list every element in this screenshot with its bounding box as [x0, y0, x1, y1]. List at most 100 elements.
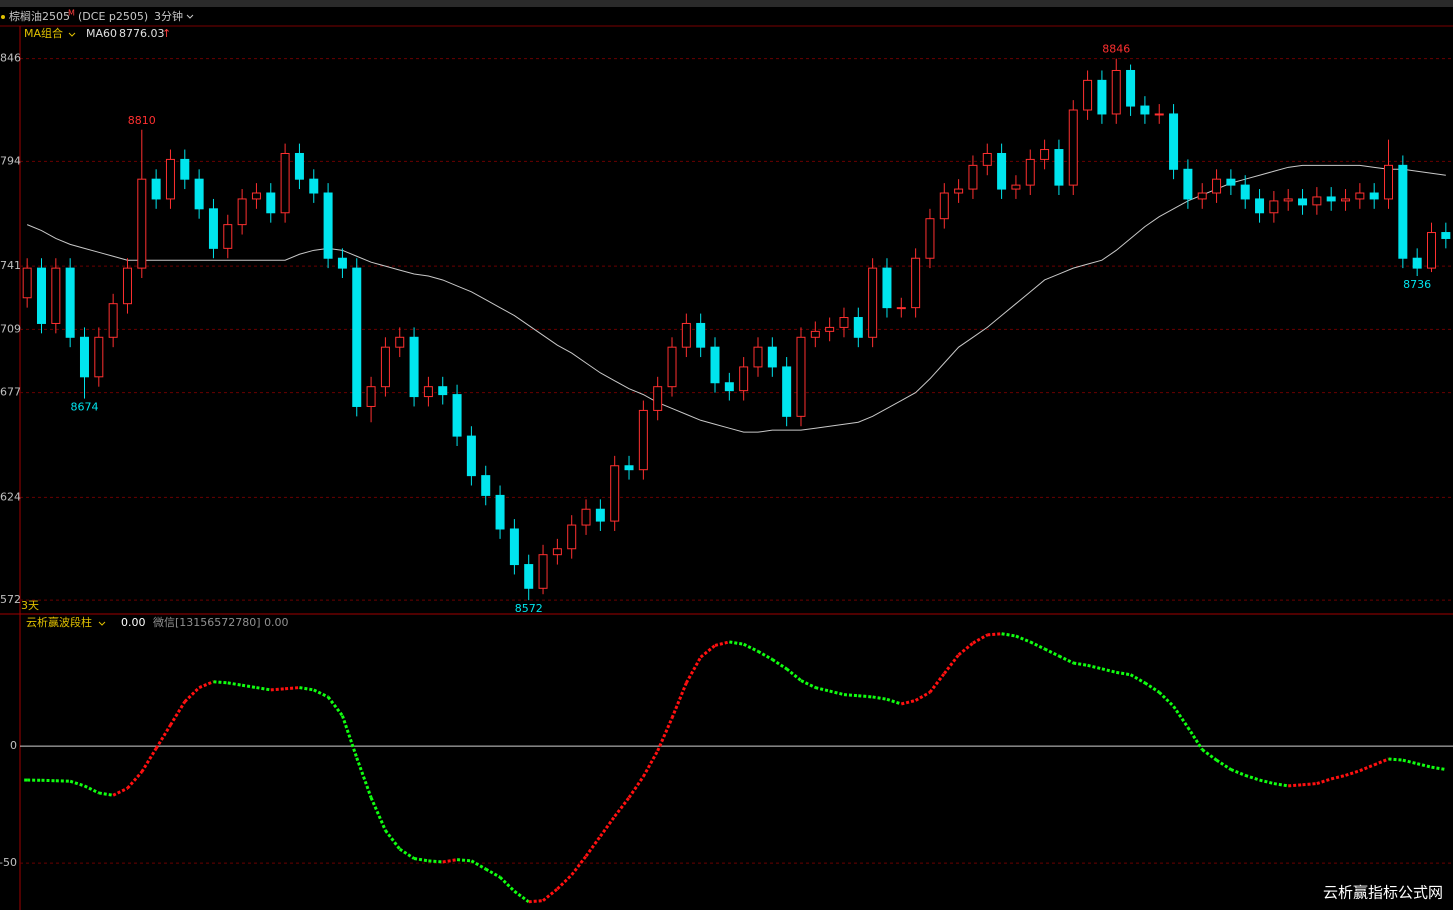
candle-body [366, 386, 376, 407]
candle-body [581, 508, 591, 526]
indicator-segment [528, 899, 544, 904]
candle-body [309, 178, 319, 194]
candle-body [1040, 149, 1050, 160]
indicator-segment [513, 890, 530, 904]
y-tick-label: 0 [10, 739, 17, 752]
indicator-segment [987, 632, 1002, 637]
candle-body [337, 257, 347, 269]
ma-legend: MA60 [86, 27, 117, 40]
indicator-title[interactable]: 云析赢波段柱 [26, 615, 92, 629]
indicator-segment [1330, 773, 1346, 781]
indicator-segment [1158, 691, 1175, 708]
candle-body [1369, 192, 1379, 200]
indicator-segment [1043, 647, 1060, 658]
indicator-segment [800, 679, 816, 689]
y-tick-label: 572 [0, 593, 21, 606]
top-bar [0, 0, 1453, 7]
candle-body [495, 494, 505, 530]
period[interactable]: 3分钟 [154, 9, 183, 23]
indicator-segment [98, 791, 114, 797]
candle-body [423, 386, 433, 398]
candle-body [552, 548, 562, 556]
candle-body [1226, 178, 1236, 186]
indicator-segment [284, 686, 300, 691]
candle-body [36, 267, 46, 324]
indicator-segment [442, 858, 458, 864]
indicator-segment [1129, 673, 1146, 685]
indicator-segment [69, 779, 85, 788]
indicator-segment [1215, 758, 1232, 771]
candle-body [22, 267, 32, 299]
candle-body [825, 326, 835, 332]
indicator-segment [355, 757, 373, 799]
ma-value: 8776.03 [119, 27, 165, 40]
indicator-segment [1230, 768, 1246, 777]
indicator-segment [872, 695, 888, 701]
indicator-segment [1316, 777, 1332, 785]
candle-body [753, 346, 763, 368]
indicator-segment [599, 815, 616, 838]
candle-body [122, 267, 132, 305]
indicator-segment [1087, 663, 1103, 671]
indicator-segment [1172, 705, 1190, 729]
indicator-segment [126, 770, 143, 790]
candle-body [567, 524, 577, 550]
indicator-segment [83, 784, 100, 795]
candle-body [280, 152, 290, 214]
candle-body [839, 317, 849, 328]
indicator-segment [729, 640, 744, 646]
indicator-segment [398, 847, 415, 860]
candle-body [868, 267, 878, 338]
indicator-segment [757, 649, 774, 661]
y-tick-label: 677 [0, 386, 21, 399]
y-tick-label: 709 [0, 322, 21, 335]
candle-body [1011, 184, 1021, 190]
candle-body [624, 465, 634, 471]
candle-body [509, 528, 519, 566]
indicator-segment [1186, 726, 1204, 751]
indicator-segment [413, 857, 429, 863]
indicator-segment [1029, 640, 1046, 651]
candle-body [767, 346, 777, 368]
candle-body [1140, 105, 1150, 115]
candle-body [51, 267, 61, 324]
candle-body [782, 366, 792, 417]
indicator-segment [169, 700, 187, 726]
indicator-segment [1015, 634, 1031, 644]
candle-body [223, 224, 233, 249]
candle-body [681, 322, 691, 348]
candle-body [1025, 158, 1035, 186]
indicator-segment [213, 680, 228, 685]
candle-body [1183, 168, 1193, 200]
indicator-segment [183, 686, 201, 703]
candle-body [925, 218, 935, 259]
candle-body [481, 475, 491, 496]
candle-body [810, 330, 820, 338]
indicator-segment [914, 690, 931, 702]
candle-body [452, 394, 462, 437]
candle-body [180, 158, 190, 180]
candle-body [739, 366, 749, 392]
indicator-segment [1302, 782, 1317, 787]
candle-body [997, 152, 1007, 190]
indicator-segment [1345, 769, 1361, 777]
candle-body [165, 158, 175, 200]
indicator-segment [1259, 778, 1275, 786]
candle-body [1341, 198, 1351, 202]
indicator-segment [900, 698, 916, 706]
indicator-segment [1431, 765, 1447, 772]
indicator-segment [1388, 757, 1403, 762]
symbol-sup: M [68, 9, 75, 18]
ma-group[interactable]: MA组合 [24, 26, 63, 40]
candle-body [1427, 232, 1437, 269]
candle-body [1412, 257, 1422, 269]
candle-body [1255, 198, 1265, 214]
indicator-segment [1359, 763, 1375, 773]
indicator-segment [428, 859, 443, 864]
indicator-segment [542, 887, 559, 902]
chevron [98, 621, 106, 626]
candle-body [982, 152, 992, 166]
candle-body [796, 336, 806, 417]
